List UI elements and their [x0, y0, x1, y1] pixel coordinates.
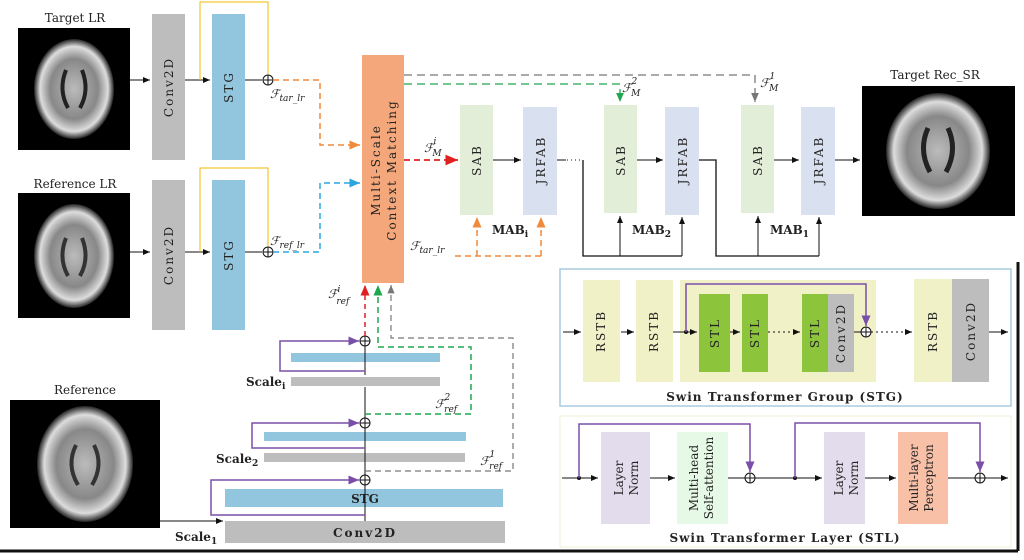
- stg-panel: RSTB RSTB STL STL STL Conv2D RSTB Conv2D…: [559, 268, 1012, 407]
- stl-panel-title: Swin Transformer Layer (STL): [669, 531, 900, 545]
- mab-label: MAB2: [632, 223, 671, 240]
- add-icon: [262, 74, 274, 86]
- target-rec-label: Target Rec_SR: [890, 68, 980, 82]
- svg-text:RSTB: RSTB: [647, 310, 661, 352]
- stl-panel: Layer Norm Multi-head Self-attention Lay…: [559, 415, 1012, 548]
- sab-block: [741, 105, 774, 213]
- jrfab-block: [801, 107, 835, 215]
- svg-text:JRFAB: JRFAB: [534, 136, 548, 187]
- mab-block-i: SAB JRFAB MABi: [460, 105, 557, 240]
- f-m-i-label: ℱi M: [424, 137, 442, 159]
- target-lr-label: Target LR: [45, 11, 106, 25]
- f-ref-2-label: ℱ2 ref: [435, 393, 459, 415]
- conv2d-block: [828, 294, 854, 372]
- svg-text:Self-attention: Self-attention: [702, 437, 716, 520]
- rstb-block: [914, 279, 952, 382]
- scale-i-label: Scalei: [246, 375, 286, 392]
- svg-text:Conv2D: Conv2D: [964, 301, 978, 361]
- add-icon: [359, 474, 371, 486]
- stg-reference-label: STG: [222, 239, 236, 271]
- conv2d-reference: [152, 180, 185, 330]
- stg-reference: [212, 180, 245, 330]
- reference-lr-label: Reference LR: [34, 177, 118, 191]
- conv2d-target: [152, 14, 185, 160]
- svg-text:Multi-head: Multi-head: [687, 445, 701, 512]
- msm-label-1: Multi-Scale: [369, 124, 383, 216]
- mab-label: MABi: [492, 223, 529, 240]
- svg-text:STL: STL: [708, 318, 722, 348]
- sab-block: [460, 105, 493, 215]
- layer-norm-block: [824, 432, 865, 524]
- sab-block: [604, 105, 637, 213]
- f-tar-lr-label-2: ℱtar_lr: [410, 239, 445, 256]
- svg-text:Layer: Layer: [612, 460, 626, 495]
- svg-text:SAB: SAB: [470, 144, 484, 176]
- conv2d-reference-label: Conv2D: [162, 225, 176, 285]
- stl-block: [742, 294, 768, 372]
- layer-norm-block: [601, 432, 650, 524]
- scale-1-label: Scale1: [175, 530, 217, 547]
- jrfab-block: [523, 107, 557, 215]
- f-m-1-label: ℱ1 M: [760, 72, 779, 94]
- multi-head-self-attention-block: [677, 432, 728, 524]
- svg-text:RSTB: RSTB: [594, 310, 608, 352]
- stl-block: [699, 294, 730, 372]
- svg-text:SAB: SAB: [751, 144, 765, 176]
- svg-text:STL: STL: [748, 318, 762, 348]
- rstb-block: [583, 280, 620, 382]
- svg-text:RSTB: RSTB: [926, 310, 940, 352]
- svg-text:JRFAB: JRFAB: [676, 136, 690, 187]
- stg-target-label: STG: [222, 71, 236, 103]
- target-lr-image: Target LR: [18, 11, 130, 150]
- svg-text:JRFAB: JRFAB: [812, 136, 826, 187]
- svg-text:Conv2D: Conv2D: [834, 303, 848, 363]
- jrfab-block: [665, 107, 699, 215]
- svg-text:Norm: Norm: [847, 460, 861, 495]
- mab-block-2: SAB JRFAB MAB2: [604, 105, 699, 240]
- stl-block: [802, 294, 828, 372]
- add-icon: [359, 335, 371, 347]
- svg-text:Norm: Norm: [627, 460, 641, 495]
- scale-2-label: Scale2: [216, 452, 258, 469]
- rstb-block: [636, 280, 673, 382]
- scale1-stg: [225, 489, 503, 507]
- add-icon: [359, 417, 371, 429]
- reference-image: Reference: [10, 383, 160, 528]
- svg-text:Perceptron: Perceptron: [922, 444, 936, 512]
- svg-text:SAB: SAB: [614, 144, 628, 176]
- reference-label: Reference: [54, 383, 116, 397]
- conv2d-block: [952, 279, 989, 382]
- svg-text:Layer: Layer: [832, 460, 846, 495]
- stg-panel-title: Swin Transformer Group (STG): [666, 390, 903, 404]
- svg-text:Multi-layer: Multi-layer: [907, 444, 921, 511]
- multi-scale-context-matching: [362, 55, 404, 283]
- f-ref-lr-label: ℱref_lr: [270, 234, 305, 251]
- reference-lr-image: Reference LR: [18, 177, 130, 318]
- scalei-conv: [291, 377, 440, 386]
- target-rec-sr-image: Target Rec_SR: [862, 68, 1015, 216]
- add-icon: [262, 246, 274, 258]
- svg-text:STL: STL: [808, 318, 822, 348]
- msm-label-2: Context Matching: [385, 99, 399, 240]
- conv2d-target-label: Conv2D: [162, 57, 176, 117]
- f-ref-1-label: ℱ1 ref: [480, 450, 504, 472]
- scale1-conv2d: [225, 521, 505, 543]
- mab-label: MAB1: [770, 223, 809, 240]
- mab-block-1: SAB JRFAB MAB1: [741, 105, 835, 240]
- f-tar-lr-label: ℱtar_lr: [270, 87, 305, 104]
- scale1-conv-label: Conv2D: [333, 526, 397, 540]
- stg-target: [212, 14, 245, 160]
- f-ref-i-label: ℱi ref: [328, 285, 351, 307]
- f-m-2-label: ℱ2 M: [622, 77, 641, 99]
- multi-layer-perceptron-block: [898, 432, 948, 524]
